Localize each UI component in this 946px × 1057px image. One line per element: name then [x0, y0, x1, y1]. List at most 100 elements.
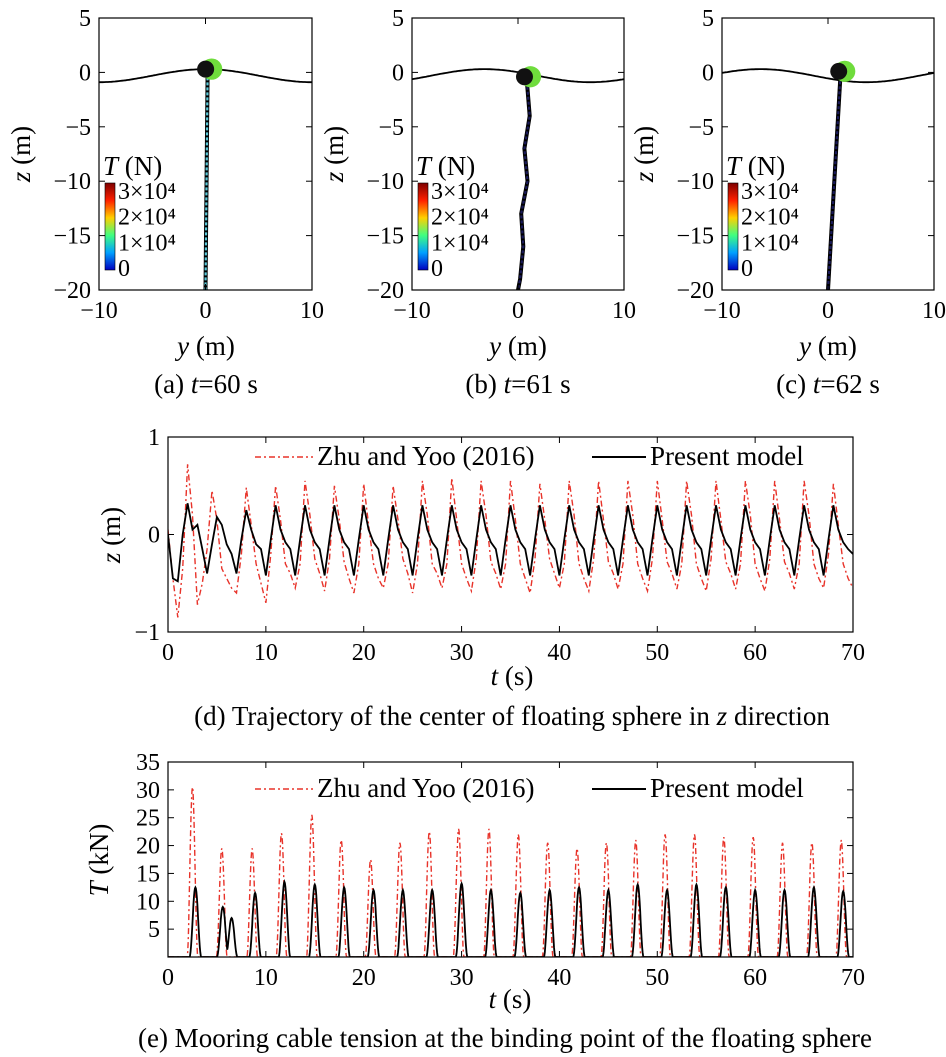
y-tick-label: −15 [366, 224, 404, 250]
series-zhu-yoo [168, 786, 853, 957]
y-tick-label: 5 [148, 917, 160, 943]
legend-label-zhu-yoo: Zhu and Yoo (2016) [317, 773, 535, 803]
y-tick-label: 30 [136, 778, 160, 804]
plot-area [412, 66, 624, 290]
x-tick-label: 10 [612, 298, 636, 324]
colorbar-title: T (N) [416, 151, 475, 181]
y-tick-label: 35 [136, 750, 160, 776]
x-tick-label: −10 [80, 298, 118, 324]
y-tick-label: −1 [134, 620, 160, 646]
x-tick-label: 40 [547, 640, 571, 666]
x-tick-label: 0 [162, 965, 174, 991]
caption: (d) Trajectory of the center of floating… [194, 701, 830, 731]
plot-area [168, 786, 853, 957]
x-tick-label: 10 [254, 640, 278, 666]
x-tick-label: −10 [393, 298, 431, 324]
x-tick-label: 10 [922, 298, 946, 324]
x-tick-label: 50 [645, 640, 669, 666]
y-tick-label: −5 [378, 115, 404, 141]
y-tick-label: −15 [53, 224, 91, 250]
colorbar-label: 2×10⁴ [431, 205, 489, 231]
x-axis-label: t (s) [491, 661, 534, 691]
mooring-cable [204, 72, 209, 290]
mooring-cable [516, 76, 531, 290]
x-axis-label: y (m) [796, 331, 857, 361]
colorbar-label: 1×10⁴ [118, 230, 176, 256]
y-tick-label: −10 [366, 169, 404, 195]
y-tick-label: −10 [676, 169, 714, 195]
axes-frame [411, 17, 625, 291]
x-tick-label: 20 [352, 640, 376, 666]
y-tick-label: 5 [702, 6, 714, 32]
x-axis-label: y (m) [174, 331, 235, 361]
colorbar-label: 2×10⁴ [118, 205, 176, 231]
colorbar-label: 3×10⁴ [431, 179, 489, 205]
y-tick-label: 25 [136, 806, 160, 832]
caption: (c) t=62 s [776, 369, 880, 399]
colorbar-title: T (N) [726, 151, 785, 181]
y-tick-label: −20 [366, 278, 404, 304]
colorbar-label: 3×10⁴ [741, 179, 799, 205]
plot-area [722, 60, 934, 290]
y-tick-label: −5 [65, 115, 91, 141]
y-tick-label: −15 [676, 224, 714, 250]
y-tick-label: 0 [702, 60, 714, 86]
axes-frame [167, 436, 854, 633]
floating-sphere-mesh [830, 62, 848, 80]
y-axis-label: T (kN) [84, 824, 114, 897]
colorbar-label: 0 [118, 256, 130, 282]
legend-label-present-model: Present model [650, 773, 804, 803]
x-tick-label: 10 [300, 298, 324, 324]
y-tick-label: 0 [148, 523, 160, 549]
mooring-cable [826, 71, 842, 290]
y-axis-label: z (m) [6, 126, 36, 183]
y-tick-label: 15 [136, 861, 160, 887]
colorbar-label: 0 [431, 256, 443, 282]
x-tick-label: 0 [162, 640, 174, 666]
x-tick-label: 60 [743, 640, 767, 666]
caption: (b) t=61 s [465, 369, 570, 399]
caption: (e) Mooring cable tension at the binding… [138, 1023, 872, 1053]
colorbar-label: 1×10⁴ [431, 230, 489, 256]
y-tick-label: 20 [136, 834, 160, 860]
y-axis-label: z (m) [629, 126, 659, 183]
y-tick-label: −20 [53, 278, 91, 304]
y-tick-label: −10 [53, 169, 91, 195]
x-tick-label: 0 [512, 298, 524, 324]
caption: (a) t=60 s [154, 369, 258, 399]
series-present-model [168, 879, 853, 957]
x-tick-label: 60 [743, 965, 767, 991]
x-tick-label: 50 [645, 965, 669, 991]
colorbar-label: 3×10⁴ [118, 179, 176, 205]
colorbar [727, 182, 739, 271]
floating-sphere-mesh [197, 60, 215, 78]
x-tick-label: 0 [200, 298, 212, 324]
y-tick-label: 5 [79, 6, 91, 32]
y-tick-label: 0 [79, 60, 91, 86]
y-tick-label: −20 [676, 278, 714, 304]
axes-frame [98, 17, 313, 291]
plot-area [99, 58, 312, 290]
x-tick-label: 70 [841, 965, 865, 991]
y-tick-label: −5 [688, 115, 714, 141]
axes-frame [167, 761, 854, 958]
y-tick-label: 1 [148, 425, 160, 451]
colorbar-label: 1×10⁴ [741, 230, 799, 256]
x-tick-label: 30 [450, 640, 474, 666]
colorbar-label: 0 [741, 256, 753, 282]
y-axis-label: z (m) [96, 507, 126, 564]
x-tick-label: 0 [822, 298, 834, 324]
legend-label-present-model: Present model [650, 441, 804, 471]
series-present-model [168, 503, 853, 583]
y-tick-label: 10 [136, 889, 160, 915]
x-tick-label: 70 [841, 640, 865, 666]
x-tick-label: 20 [352, 965, 376, 991]
x-tick-label: 30 [450, 965, 474, 991]
legend-label-zhu-yoo: Zhu and Yoo (2016) [317, 441, 535, 471]
x-tick-label: 40 [547, 965, 571, 991]
